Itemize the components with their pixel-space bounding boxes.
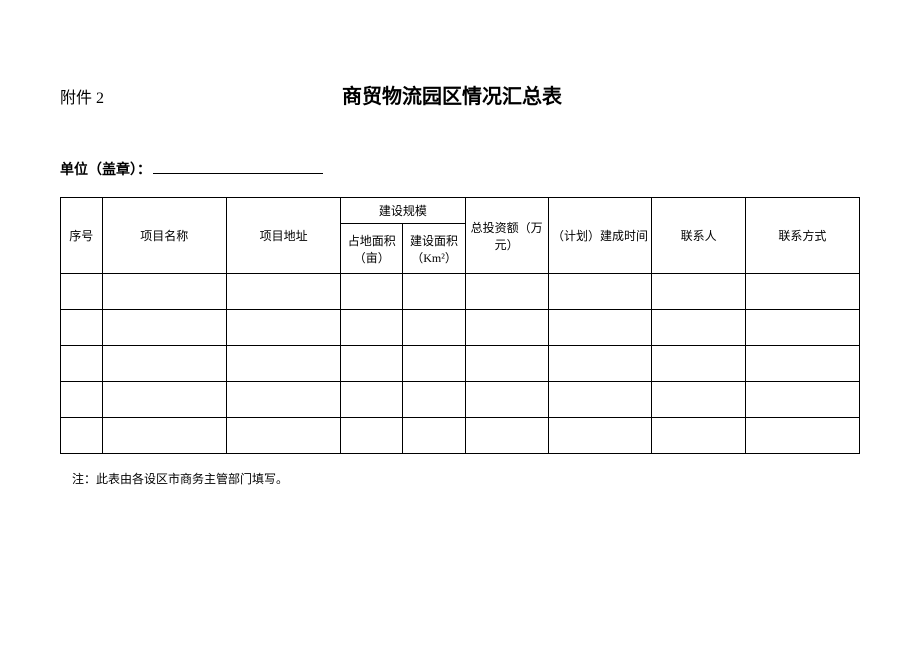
col-header-seq: 序号: [61, 198, 103, 274]
col-header-contact: 联系人: [652, 198, 745, 274]
cell-plan-time: [548, 346, 652, 382]
cell-plan-time: [548, 382, 652, 418]
cell-land-area: [341, 346, 403, 382]
col-header-plan-time: （计划）建成时间: [548, 198, 652, 274]
col-header-project-name: 项目名称: [102, 198, 227, 274]
cell-total-invest: [465, 382, 548, 418]
cell-total-invest: [465, 418, 548, 454]
cell-build-area: [403, 274, 465, 310]
cell-total-invest: [465, 346, 548, 382]
col-header-scale-group: 建设规模: [341, 198, 466, 224]
col-header-total-invest: 总投资额（万元）: [465, 198, 548, 274]
col-header-build-area: 建设面积（Km²）: [403, 224, 465, 274]
table-row: [61, 310, 860, 346]
cell-project-name: [102, 382, 227, 418]
cell-land-area: [341, 274, 403, 310]
cell-phone: [745, 382, 859, 418]
footnote: 注：此表由各设区市商务主管部门填写。: [72, 470, 860, 487]
unit-value-line: [153, 173, 323, 174]
cell-project-addr: [227, 418, 341, 454]
cell-phone: [745, 274, 859, 310]
cell-seq: [61, 274, 103, 310]
cell-project-addr: [227, 274, 341, 310]
cell-seq: [61, 346, 103, 382]
cell-build-area: [403, 310, 465, 346]
table-row: [61, 418, 860, 454]
table-header: 序号 项目名称 项目地址 建设规模 总投资额（万元） （计划）建成时间 联系人 …: [61, 198, 860, 274]
cell-land-area: [341, 418, 403, 454]
page-title: 商贸物流园区情况汇总表: [44, 80, 860, 109]
cell-build-area: [403, 418, 465, 454]
cell-project-addr: [227, 382, 341, 418]
summary-table: 序号 项目名称 项目地址 建设规模 总投资额（万元） （计划）建成时间 联系人 …: [60, 197, 860, 454]
cell-project-addr: [227, 346, 341, 382]
cell-land-area: [341, 310, 403, 346]
table-row: [61, 346, 860, 382]
cell-seq: [61, 418, 103, 454]
cell-total-invest: [465, 274, 548, 310]
cell-contact: [652, 418, 745, 454]
cell-plan-time: [548, 310, 652, 346]
cell-project-name: [102, 310, 227, 346]
cell-project-name: [102, 346, 227, 382]
cell-contact: [652, 310, 745, 346]
cell-project-name: [102, 418, 227, 454]
header-row: 附件 2 商贸物流园区情况汇总表: [60, 80, 860, 109]
cell-contact: [652, 274, 745, 310]
table-body: [61, 274, 860, 454]
cell-project-name: [102, 274, 227, 310]
col-header-project-addr: 项目地址: [227, 198, 341, 274]
cell-project-addr: [227, 310, 341, 346]
cell-phone: [745, 346, 859, 382]
cell-phone: [745, 418, 859, 454]
cell-phone: [745, 310, 859, 346]
cell-plan-time: [548, 274, 652, 310]
cell-land-area: [341, 382, 403, 418]
cell-contact: [652, 382, 745, 418]
unit-label: 单位（盖章）：: [60, 159, 151, 179]
cell-contact: [652, 346, 745, 382]
cell-seq: [61, 310, 103, 346]
unit-row: 单位（盖章）：: [60, 159, 860, 179]
cell-total-invest: [465, 310, 548, 346]
col-header-phone: 联系方式: [745, 198, 859, 274]
cell-plan-time: [548, 418, 652, 454]
cell-build-area: [403, 382, 465, 418]
col-header-land-area: 占地面积（亩）: [341, 224, 403, 274]
table-row: [61, 274, 860, 310]
cell-seq: [61, 382, 103, 418]
table-row: [61, 382, 860, 418]
cell-build-area: [403, 346, 465, 382]
